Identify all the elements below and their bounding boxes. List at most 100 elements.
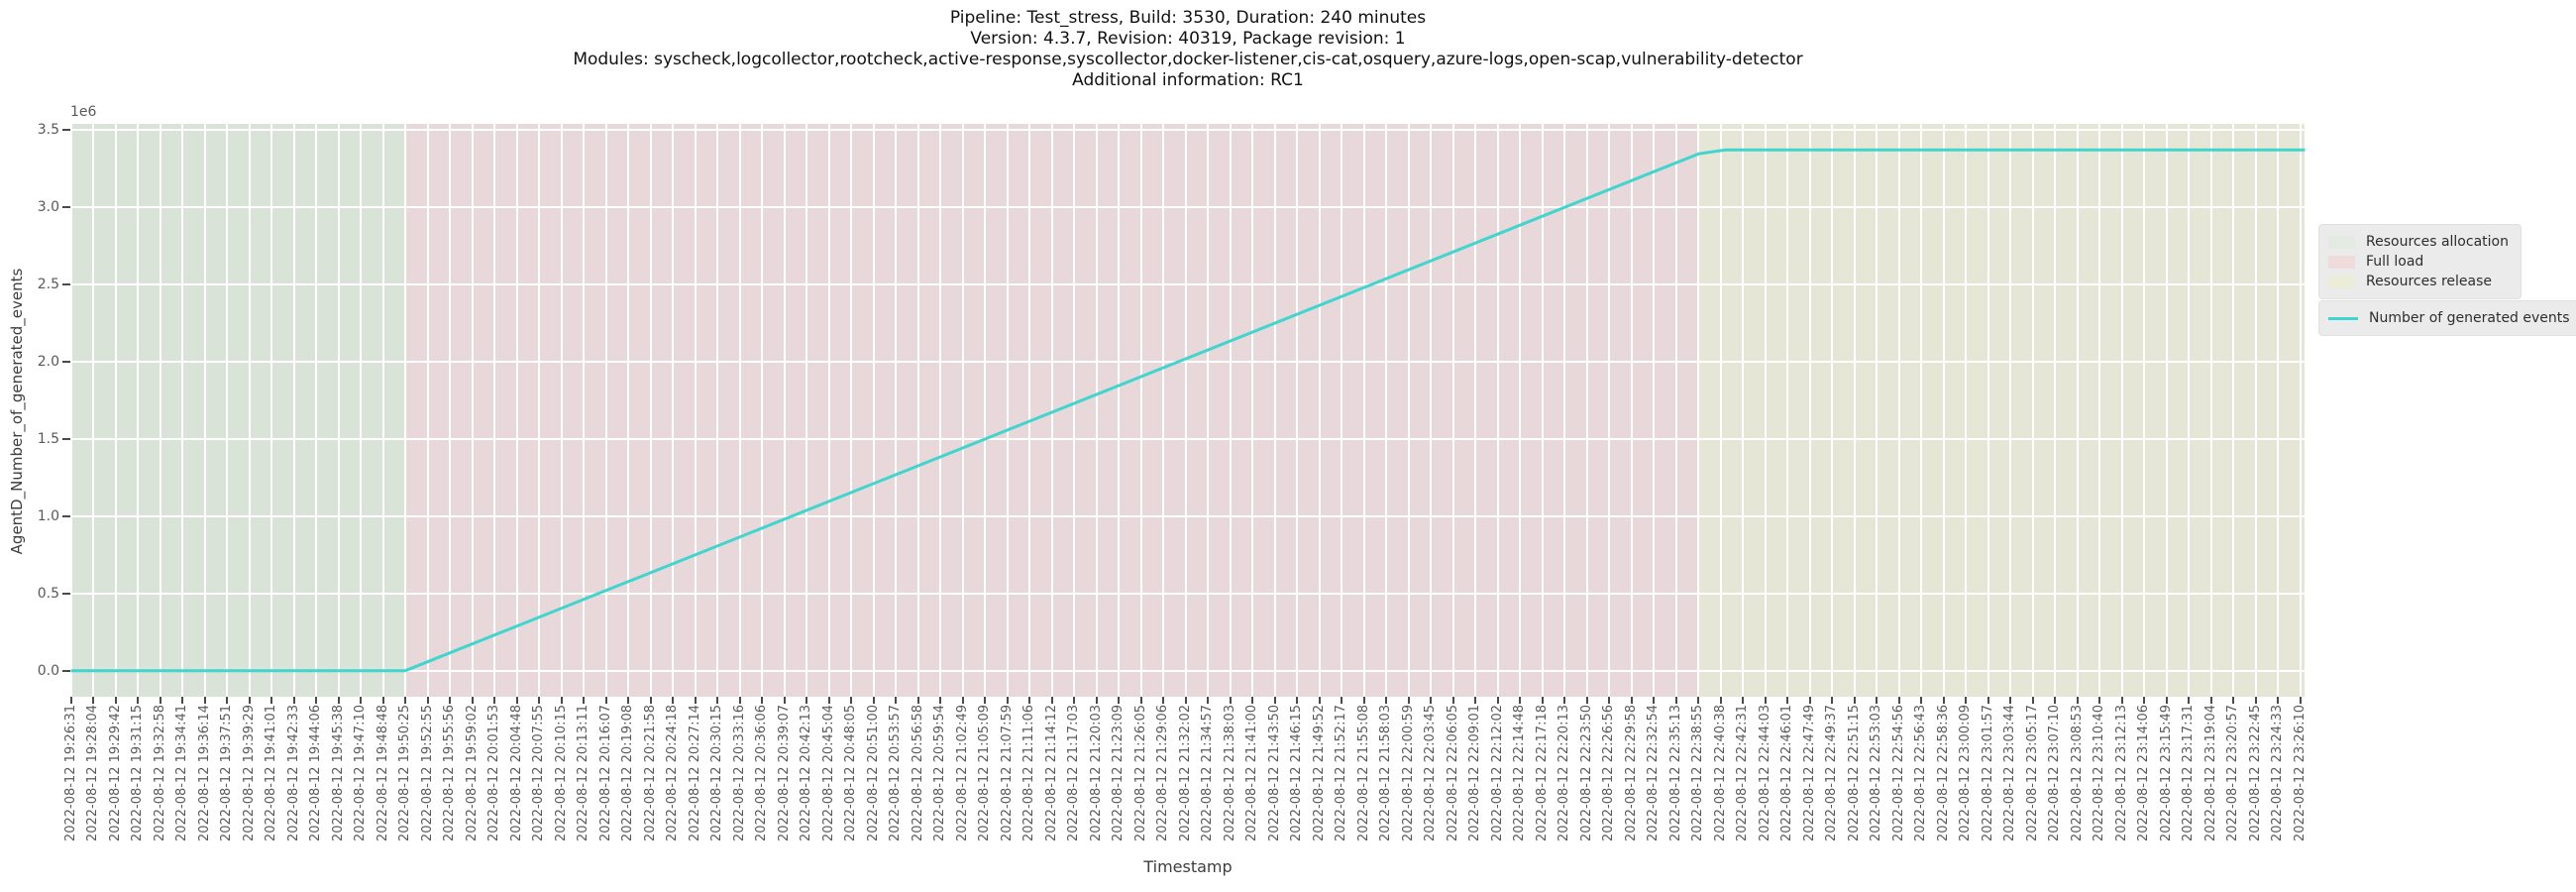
x-tick-label: 2022-08-12 22:12:02 [1489, 705, 1505, 842]
x-gridline [649, 124, 652, 697]
x-gridline [114, 124, 117, 697]
legend-series: Number of generated events [2318, 300, 2576, 336]
x-tick-label: 2022-08-12 19:34:41 [174, 705, 190, 842]
x-gridline [1876, 124, 1878, 697]
x-gridline [1162, 124, 1165, 697]
x-gridline [292, 124, 295, 697]
x-tick-mark [2054, 697, 2057, 704]
x-tick-mark [1853, 697, 1856, 704]
x-tick-label: 2022-08-12 23:03:44 [2002, 705, 2018, 842]
x-tick-label: 2022-08-12 23:14:06 [2136, 705, 2152, 842]
legend-label: Full load [2366, 254, 2424, 270]
x-tick-mark [1965, 697, 1968, 704]
x-tick-label: 2022-08-12 19:45:38 [330, 705, 346, 842]
x-tick-label: 2022-08-12 22:38:55 [1690, 705, 1706, 842]
x-tick-mark [1095, 697, 1098, 704]
x-gridline [1095, 124, 1098, 697]
x-tick-mark [1273, 697, 1276, 704]
x-tick-label: 2022-08-12 20:16:07 [597, 705, 613, 842]
x-gridline [1853, 124, 1856, 697]
x-tick-mark [471, 697, 474, 704]
x-tick-label: 2022-08-12 20:59:54 [932, 705, 948, 842]
x-gridline [2232, 124, 2235, 697]
x-tick-mark [449, 697, 452, 704]
x-tick-label: 2022-08-12 22:42:31 [1735, 705, 1751, 842]
legend-label: Resources release [2366, 274, 2492, 289]
y-gridline [70, 282, 2306, 285]
x-gridline [1118, 124, 1121, 697]
x-tick-mark [1318, 697, 1321, 704]
x-tick-mark [694, 697, 697, 704]
y-tick-mark [62, 437, 70, 440]
x-gridline [916, 124, 919, 697]
x-gridline [2143, 124, 2146, 697]
x-tick-label: 2022-08-12 22:06:05 [1445, 705, 1460, 842]
x-tick-mark [1831, 697, 1834, 704]
x-tick-label: 2022-08-12 20:48:05 [843, 705, 859, 842]
x-tick-label: 2022-08-12 22:53:03 [1869, 705, 1884, 842]
x-tick-label: 2022-08-12 23:26:10 [2293, 705, 2308, 842]
x-tick-label: 2022-08-12 23:00:09 [1958, 705, 1974, 842]
x-tick-label: 2022-08-12 20:51:00 [865, 705, 881, 842]
allocation-patch-icon [2328, 235, 2355, 249]
x-gridline [2054, 124, 2057, 697]
x-tick-mark [649, 697, 652, 704]
x-tick-label: 2022-08-12 20:24:18 [665, 705, 681, 842]
x-tick-label: 2022-08-12 20:36:06 [754, 705, 770, 842]
x-gridline [672, 124, 675, 697]
x-gridline [827, 124, 830, 697]
legend-label: Resources allocation [2366, 234, 2509, 250]
x-tick-mark [738, 697, 741, 704]
x-gridline [2165, 124, 2168, 697]
x-gridline [248, 124, 251, 697]
x-tick-label: 2022-08-12 22:51:15 [1846, 705, 1862, 842]
x-tick-label: 2022-08-12 22:26:56 [1601, 705, 1617, 842]
x-tick-label: 2022-08-12 22:46:01 [1779, 705, 1795, 842]
x-tick-label: 2022-08-12 22:47:49 [1801, 705, 1817, 842]
x-tick-label: 2022-08-12 23:07:10 [2047, 705, 2063, 842]
x-tick-mark [2254, 697, 2257, 704]
x-tick-mark [2143, 697, 2146, 704]
generated-events-line [70, 148, 2306, 673]
x-gridline [1028, 124, 1031, 697]
x-tick-mark [226, 697, 229, 704]
legend-entry-resources-allocation: Resources allocation [2328, 232, 2509, 252]
x-tick-label: 2022-08-12 21:38:03 [1222, 705, 1237, 842]
y-tick-mark [62, 514, 70, 517]
x-gridline [1430, 124, 1433, 697]
x-tick-mark [315, 697, 318, 704]
x-tick-label: 2022-08-12 23:20:57 [2225, 705, 2241, 842]
x-gridline [1541, 124, 1544, 697]
x-gridline [203, 124, 206, 697]
x-tick-label: 2022-08-12 20:01:53 [486, 705, 502, 842]
x-tick-label: 2022-08-12 23:08:53 [2069, 705, 2085, 842]
x-tick-mark [515, 697, 518, 704]
x-gridline [2098, 124, 2101, 697]
x-tick-mark [2076, 697, 2079, 704]
x-gridline [1764, 124, 1767, 697]
x-tick-mark [1563, 697, 1566, 704]
x-tick-label: 2022-08-12 21:46:15 [1289, 705, 1305, 842]
x-tick-mark [1451, 697, 1454, 704]
y-tick-mark [62, 669, 70, 672]
x-tick-label: 2022-08-12 19:29:42 [107, 705, 123, 842]
x-tick-label: 2022-08-12 21:05:09 [977, 705, 993, 842]
x-tick-mark [2277, 697, 2280, 704]
x-gridline [226, 124, 229, 697]
x-tick-mark [1519, 697, 1522, 704]
x-tick-label: 2022-08-12 21:49:52 [1311, 705, 1327, 842]
x-tick-label: 2022-08-12 23:24:33 [2270, 705, 2286, 842]
x-tick-mark [203, 697, 206, 704]
x-gridline [2254, 124, 2257, 697]
x-tick-mark [270, 697, 273, 704]
x-tick-label: 2022-08-12 20:33:16 [731, 705, 747, 842]
x-gridline [2277, 124, 2280, 697]
x-tick-label: 2022-08-12 23:10:40 [2092, 705, 2107, 842]
x-tick-mark [1430, 697, 1433, 704]
x-tick-label: 2022-08-12 22:49:37 [1824, 705, 1840, 842]
x-tick-mark [1251, 697, 1254, 704]
x-gridline [716, 124, 719, 697]
x-tick-label: 2022-08-12 23:22:45 [2247, 705, 2263, 842]
legend-entry-full-load: Full load [2328, 252, 2509, 272]
x-gridline [1697, 124, 1700, 697]
